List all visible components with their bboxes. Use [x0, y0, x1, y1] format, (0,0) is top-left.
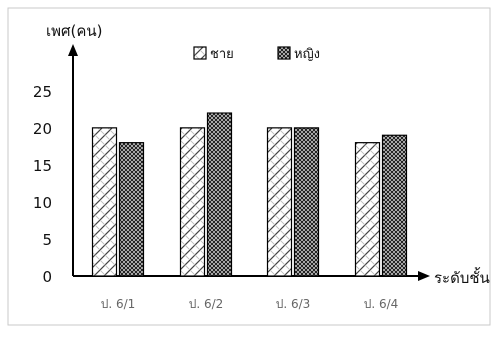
y-tick-label: 20: [33, 120, 52, 138]
y-axis-arrow: [68, 44, 78, 56]
legend: ชาย หญิง: [193, 46, 320, 62]
x-tick-label: ป. 6/4: [364, 297, 399, 311]
y-tick-label: 0: [42, 268, 52, 286]
y-tick-label: 10: [33, 194, 52, 212]
legend-label-female: หญิง: [294, 47, 320, 62]
bar-female: [381, 134, 408, 277]
bars: [91, 112, 408, 277]
legend-label-male: ชาย: [210, 47, 234, 62]
legend-swatch-male: [193, 46, 207, 60]
legend-swatch-female: [277, 46, 291, 60]
x-tick-label: ป. 6/3: [276, 297, 311, 311]
bar-male: [91, 127, 118, 277]
y-axis-label: เพศ(คน): [46, 22, 103, 40]
bar-female: [118, 142, 145, 277]
x-tick-labels: ป. 6/1 ป. 6/2 ป. 6/3 ป. 6/4: [101, 297, 399, 311]
x-axis-arrow: [418, 271, 430, 281]
y-tick-label: 5: [42, 231, 52, 249]
bar-female: [206, 112, 233, 277]
x-tick-label: ป. 6/2: [189, 297, 224, 311]
bar-male: [266, 127, 293, 277]
y-tick-label: 25: [33, 83, 52, 101]
x-axis-label: ระดับชั้น: [434, 267, 490, 287]
bar-female: [293, 127, 320, 277]
bar-male: [179, 127, 206, 277]
y-tick-label: 15: [33, 157, 52, 175]
x-tick-label: ป. 6/1: [101, 297, 136, 311]
bar-male: [354, 142, 381, 277]
chart-frame: [7, 7, 491, 326]
y-ticks: 0 5 10 15 20 25: [33, 83, 52, 286]
